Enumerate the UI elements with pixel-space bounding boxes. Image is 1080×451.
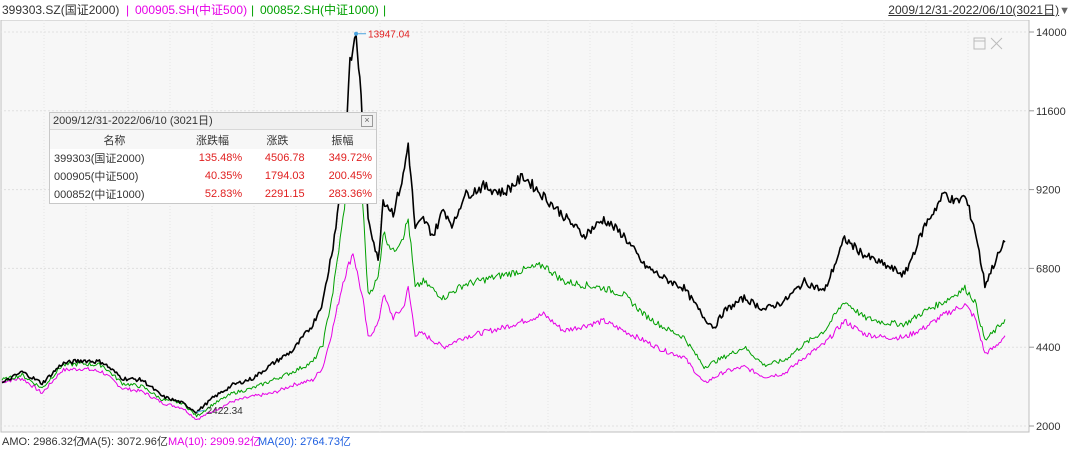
y-tick-label: 4400: [1036, 342, 1060, 354]
table-row[interactable]: 000905(中证500) 40.35% 1794.03 200.45%: [50, 167, 376, 185]
row-change: 4506.78: [264, 152, 305, 164]
peak-marker: [354, 31, 359, 36]
close-icon[interactable]: [990, 37, 1003, 50]
row-change: 2291.15: [264, 188, 305, 200]
table-row[interactable]: 399303(国证2000) 135.48% 4506.78 349.72%: [50, 149, 376, 167]
chart-area: 2000 4400 6800 9200 11600 14000 13947.04 2422.…: [0, 20, 1067, 433]
row-change: 1794.03: [264, 170, 305, 182]
legend-item-zhongzheng500[interactable]: 000905.SH(中证500): [135, 3, 248, 17]
legend-separator: |: [251, 3, 255, 17]
column-header-change[interactable]: 涨跌: [246, 130, 309, 149]
y-axis: 2000 4400 6800 9200 11600 14000: [1029, 27, 1067, 433]
y-tick-label: 9200: [1036, 185, 1060, 197]
table-row[interactable]: 000852(中证1000) 52.83% 2291.15 283.36%: [50, 185, 376, 203]
interval-stats-panel: 2009/12/31-2022/06/10 (3021日) × 名称 涨跌幅 涨…: [49, 112, 377, 204]
ma10-value: MA(10): 2909.92亿: [168, 436, 261, 448]
row-amplitude: 200.45%: [328, 170, 372, 182]
trough-marker-line: [196, 409, 205, 413]
restore-icon[interactable]: [973, 37, 986, 50]
ma20-value: MA(20): 2764.73亿: [258, 436, 351, 448]
row-amplitude: 349.72%: [328, 152, 372, 164]
row-change-pct: 52.83%: [204, 188, 243, 200]
row-name: 000852(中证1000): [54, 189, 145, 201]
indicator-bar: AMO: 2986.32亿 MA(5): 3072.96亿 MA(10): 29…: [0, 433, 1080, 451]
ma5-value: MA(5): 3072.96亿: [81, 436, 168, 448]
legend-separator: |: [126, 3, 130, 17]
panel-title: 2009/12/31-2022/06/10 (3021日): [53, 115, 213, 127]
row-change-pct: 40.35%: [204, 170, 243, 182]
panel-title-bar[interactable]: 2009/12/31-2022/06/10 (3021日) ×: [50, 113, 376, 130]
column-header-name[interactable]: 名称: [50, 130, 179, 149]
date-range-selector[interactable]: 2009/12/31-2022/06/10(3021日)▼: [888, 0, 1070, 21]
y-tick-label: 2000: [1036, 421, 1060, 433]
date-range-label: 2009/12/31-2022/06/10(3021日): [888, 3, 1060, 17]
legend-separator: |: [383, 3, 387, 17]
column-header-change-pct[interactable]: 涨跌幅: [178, 130, 247, 149]
max-value-label: 13947.04: [368, 30, 410, 41]
series-group: [1, 34, 1006, 420]
dropdown-arrow-icon[interactable]: ▼: [1059, 5, 1070, 17]
amo-value: AMO: 2986.32亿: [2, 436, 84, 448]
legend-item-guozheng2000[interactable]: 399303.SZ(国证2000): [2, 3, 120, 17]
row-amplitude: 283.36%: [328, 188, 372, 200]
series-line: [1, 253, 1006, 420]
row-change-pct: 135.48%: [198, 152, 243, 164]
plot-background: [0, 20, 1030, 433]
column-header-amplitude[interactable]: 振幅: [308, 130, 376, 149]
y-tick-label: 6800: [1036, 263, 1060, 275]
row-name: 000905(中证500): [54, 171, 139, 183]
table-header-row: 名称 涨跌幅 涨跌 振幅: [50, 130, 376, 149]
legend-item-zhongzheng1000[interactable]: 000852.SH(中证1000): [260, 3, 379, 17]
y-tick-label: 14000: [1036, 27, 1067, 39]
panel-close-icon[interactable]: ×: [361, 115, 373, 127]
grid: [0, 20, 1029, 432]
annotation-group: 13947.04 2422.34: [196, 30, 410, 417]
y-tick-label: 11600: [1036, 106, 1066, 118]
stats-table: 名称 涨跌幅 涨跌 振幅 399303(国证2000) 135.48% 4506…: [50, 130, 376, 203]
row-name: 399303(国证2000): [54, 153, 145, 165]
min-value-label: 2422.34: [207, 406, 244, 417]
series-line: [1, 34, 1006, 414]
chart-window-controls: [973, 37, 1003, 50]
legend-bar: 399303.SZ(国证2000) | 000905.SH(中证500) | 0…: [0, 0, 1080, 20]
